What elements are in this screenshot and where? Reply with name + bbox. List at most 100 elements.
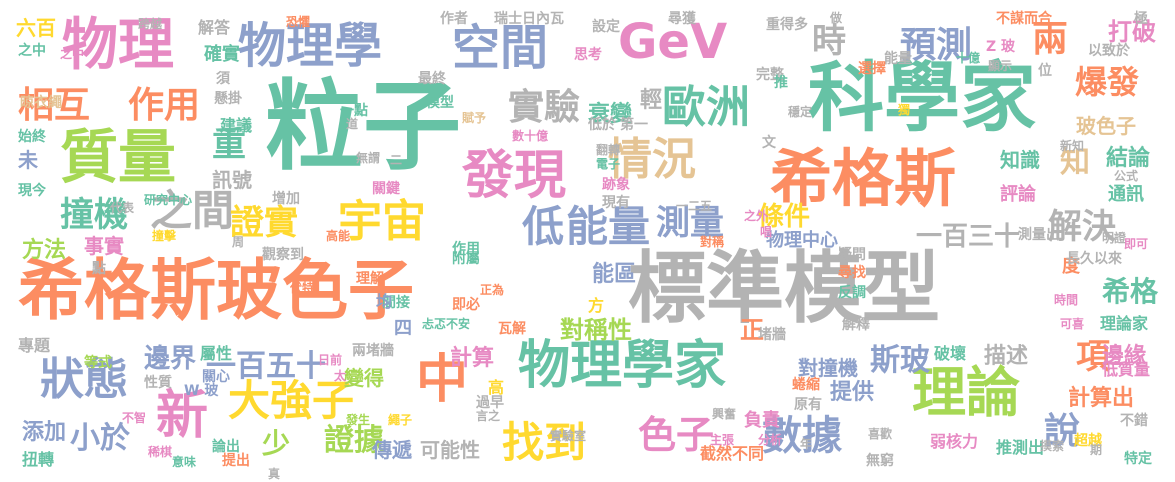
word: 六百: [16, 16, 56, 40]
word: 點: [92, 261, 106, 277]
word: 對撞機: [798, 356, 858, 380]
word: 思考: [574, 47, 602, 63]
word: 現有: [602, 195, 630, 211]
word: 大強子: [228, 376, 355, 425]
word: 希格斯: [770, 142, 957, 215]
word: 論出: [212, 439, 240, 455]
word: 扭轉: [22, 450, 55, 469]
word: 提供: [830, 380, 875, 405]
word: 高能: [326, 229, 351, 243]
word: 瓦解: [498, 321, 526, 337]
word: 宇宙: [338, 196, 426, 247]
word: 摸索: [1040, 439, 1065, 453]
word: 無謂: [356, 151, 381, 165]
word: 解決: [1048, 207, 1116, 247]
word: 關心: [202, 369, 230, 385]
word: 年: [800, 437, 813, 451]
word: 太: [334, 369, 347, 383]
word: 描述: [984, 344, 1029, 369]
word: 發生: [346, 413, 371, 427]
word: 低質量: [1102, 360, 1151, 379]
word: 蜷縮: [792, 377, 820, 393]
word: 評論: [1000, 184, 1036, 205]
word: 增加: [272, 191, 300, 207]
word: 稀棋: [148, 445, 173, 459]
word: 物理學: [238, 18, 383, 74]
word: 原有: [794, 397, 822, 413]
word: 撞機: [60, 195, 128, 235]
word: 添加: [22, 420, 67, 445]
word: 作用: [452, 241, 480, 257]
word: 繩子: [388, 413, 413, 427]
word: 可喜: [1060, 317, 1085, 331]
word: 以致於: [1088, 43, 1130, 59]
word: 道: [346, 117, 359, 131]
word: 間接: [382, 295, 410, 311]
word: 時: [812, 21, 846, 61]
word: 證實: [230, 203, 298, 243]
word: 情況: [608, 134, 696, 185]
word: 撞擊: [152, 229, 177, 243]
word: 跨越: [138, 17, 163, 31]
word: 電子: [596, 157, 621, 171]
word: 少: [262, 427, 291, 460]
word: 知識: [1000, 148, 1040, 172]
word: 測量: [656, 203, 724, 243]
word: 十億: [956, 51, 981, 65]
word: 數十億: [512, 129, 549, 143]
word: 晾衣繩: [20, 95, 62, 111]
word: GeV: [618, 14, 728, 70]
word: 最終: [418, 71, 446, 87]
word: 現今: [18, 183, 46, 199]
word: 疑問: [838, 247, 866, 263]
word: 打破: [1108, 18, 1156, 46]
word: 翻轉: [596, 143, 621, 157]
word: 計算出: [1068, 386, 1135, 411]
word: 未: [18, 148, 38, 172]
word: 始終: [18, 129, 46, 145]
word: 物理中心: [766, 230, 838, 251]
word: 解釋: [842, 317, 870, 333]
word: Z 玻: [986, 39, 1016, 55]
word: 玻色子: [1076, 114, 1136, 138]
word: 新: [156, 386, 209, 446]
word: 長久以來: [1066, 251, 1122, 267]
word: 希格: [1102, 275, 1159, 308]
word: 推測出: [996, 438, 1045, 457]
word: 對稱: [700, 235, 725, 249]
word: 尋找: [838, 265, 866, 281]
word: 解答: [198, 18, 231, 37]
word: 忐忑不安: [422, 317, 471, 331]
word: 一百三十: [916, 222, 1021, 252]
word: 正: [740, 316, 764, 344]
word: 不錯: [1120, 413, 1148, 429]
word: 專題: [18, 336, 51, 355]
word: 等式: [84, 355, 112, 371]
word: 邊界: [144, 344, 197, 374]
word: 能區: [592, 262, 637, 287]
word: 發現: [462, 146, 567, 206]
word: 屬性: [200, 344, 233, 363]
word: 分析: [758, 433, 783, 447]
word: 言之: [476, 409, 501, 423]
word: 超越: [1074, 433, 1102, 449]
word: 研究中心: [144, 193, 193, 207]
word: 賦予: [462, 111, 487, 125]
word: 一二五: [676, 199, 713, 213]
word: 能量: [884, 51, 912, 67]
word: 質量: [60, 123, 177, 191]
word: 跡象: [602, 177, 630, 193]
word: 堵牆: [758, 327, 786, 343]
word: 粒子: [265, 70, 462, 184]
word: 喜歡: [868, 427, 893, 441]
word: 文: [762, 135, 776, 151]
word: 過早: [476, 395, 504, 411]
word: 確實: [204, 44, 240, 65]
word: 須: [216, 71, 230, 87]
word: 推: [774, 75, 788, 91]
word: 之中: [60, 47, 85, 61]
word: 低: [522, 202, 565, 251]
word: 傳遞: [372, 438, 412, 462]
word: 性質: [144, 375, 172, 391]
word: 極: [1134, 11, 1148, 27]
